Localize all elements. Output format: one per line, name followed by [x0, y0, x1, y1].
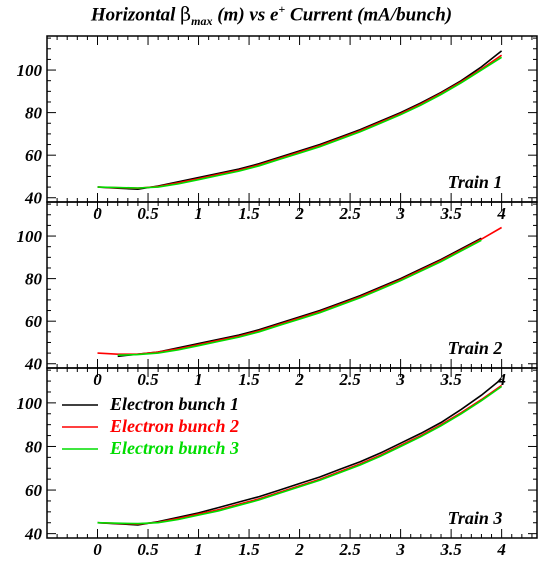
chart-title: Horizontal βmax (m) vs e+ Current (mA/bu…: [0, 2, 543, 32]
panel-label: Train 3: [448, 508, 503, 528]
series-line-3: [117, 239, 482, 356]
x-tick-label: 1: [194, 540, 203, 559]
title-sup: +: [278, 2, 286, 16]
series-line-1: [117, 237, 482, 358]
x-tick-label: 2.5: [338, 370, 361, 389]
x-tick-label: 2.5: [338, 540, 361, 559]
x-tick-label: 3.5: [439, 370, 462, 389]
y-tick-label: 40: [24, 189, 43, 208]
x-tick-label: 4: [496, 204, 506, 223]
x-tick-label: 1: [194, 370, 203, 389]
y-tick-label: 60: [25, 312, 43, 331]
title-prefix: Horizontal: [90, 4, 181, 26]
series-line-2: [97, 54, 503, 190]
x-tick-label: 2: [294, 370, 304, 389]
y-tick-label: 40: [24, 355, 43, 374]
x-tick-label: 1.5: [238, 370, 260, 389]
x-tick-label: 2.5: [338, 204, 361, 223]
x-tick-label: 0.5: [137, 540, 159, 559]
legend-label: Electron bunch 1: [109, 394, 239, 414]
panel-2: 0 0.5 1 1.5 2 2.5 3 3.5 4 40 60 80 100 Train 2: [17, 201, 538, 389]
y-tick-label: 40: [24, 525, 43, 544]
x-tick-label: 3: [395, 204, 405, 223]
panel-frame: [46, 367, 538, 539]
panel-label: Train 2: [448, 338, 503, 358]
legend-label: Electron bunch 3: [109, 438, 239, 458]
x-tick-label: 3.5: [439, 204, 462, 223]
title-suffix: Current (mA/bunch): [285, 4, 453, 26]
series-line-3: [97, 56, 503, 189]
x-tick-label: 3: [395, 370, 405, 389]
title-sub: max: [191, 14, 213, 29]
y-tick-label: 80: [25, 270, 43, 289]
series-line-3: [97, 385, 503, 525]
x-tick-label: 3.5: [439, 540, 462, 559]
x-tick-label: 0.5: [137, 204, 159, 223]
x-tick-label: 1.5: [238, 204, 260, 223]
x-tick-label: 0.5: [137, 370, 159, 389]
x-tick-label: 2: [294, 540, 304, 559]
y-tick-label: 60: [25, 146, 43, 165]
y-tick-label: 60: [25, 481, 43, 500]
legend-label: Electron bunch 2: [109, 416, 239, 436]
x-tick-label: 3: [395, 540, 405, 559]
title-middle: (m) vs e: [212, 4, 279, 26]
x-tick-label: 0: [93, 204, 102, 223]
y-tick-label: 100: [17, 394, 43, 413]
x-tick-label: 1: [194, 204, 203, 223]
panel-1: 0 0.5 1 1.5 2 2.5 3 3.5 4 40 60 80 100 Train 1: [17, 35, 538, 223]
panel-3: 0 0.5 1 1.5 2 2.5 3 3.5 4 40 60 80 100 Train 3: [17, 367, 538, 559]
x-tick-label: 4: [496, 540, 506, 559]
y-tick-label: 100: [17, 227, 43, 246]
x-tick-label: 2: [294, 204, 304, 223]
panel-label: Train 1: [448, 172, 503, 192]
series-line-2: [97, 226, 503, 356]
series-line-1: [97, 50, 503, 191]
x-tick-label: 0: [93, 370, 102, 389]
x-tick-label: 0: [93, 540, 102, 559]
y-tick-label: 80: [25, 437, 43, 456]
title-beta: β: [180, 3, 192, 26]
y-tick-label: 100: [17, 61, 43, 80]
x-tick-label: 1.5: [238, 540, 260, 559]
y-tick-label: 80: [25, 104, 43, 123]
